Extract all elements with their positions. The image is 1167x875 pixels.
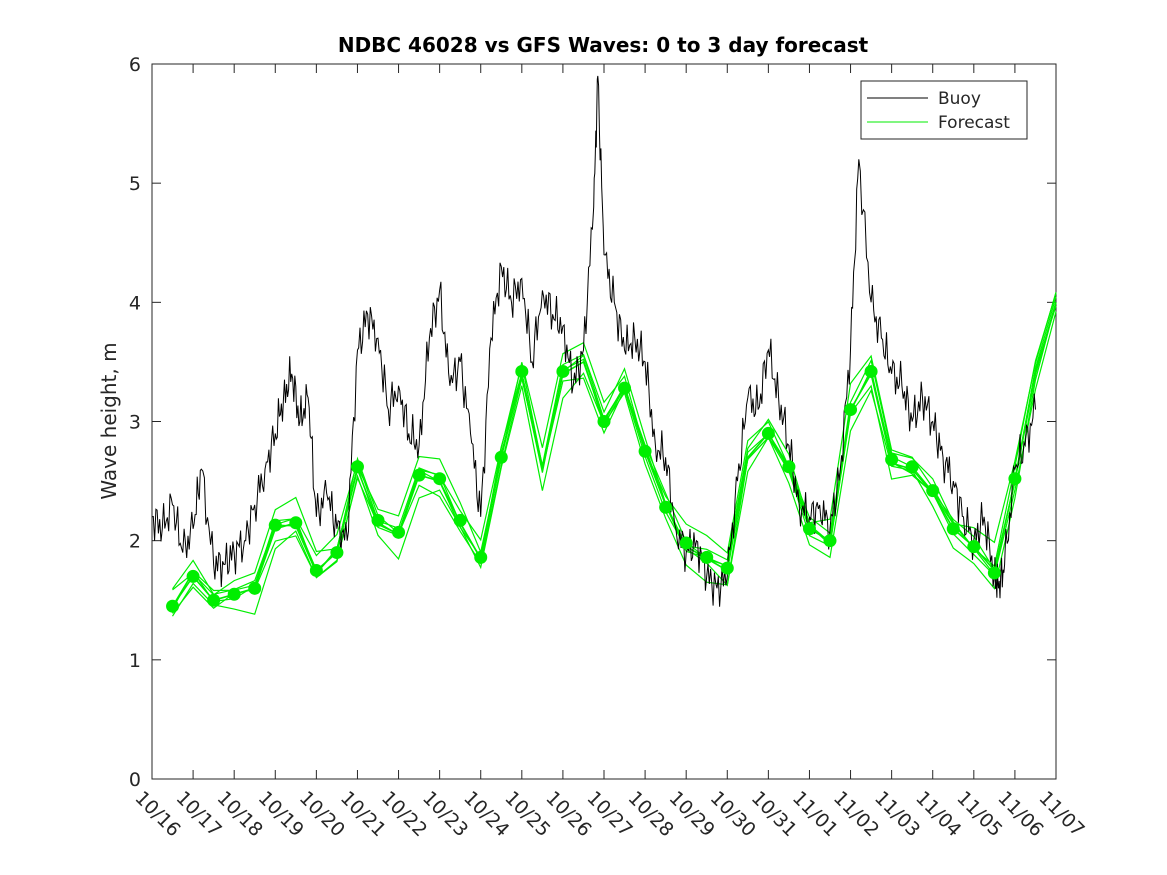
forecast-marker <box>905 460 919 474</box>
forecast-marker <box>186 569 200 583</box>
forecast-marker <box>679 536 693 550</box>
forecast-marker <box>330 546 344 560</box>
y-tick-label: 6 <box>129 54 141 76</box>
forecast-marker <box>782 460 796 474</box>
legend-forecast-label: Forecast <box>938 113 1010 133</box>
forecast-marker <box>289 516 303 530</box>
forecast-marker <box>926 484 940 498</box>
forecast-marker <box>268 518 282 532</box>
forecast-marker <box>885 453 899 467</box>
forecast-marker <box>453 513 467 527</box>
forecast-marker <box>392 525 406 539</box>
forecast-marker <box>700 550 714 564</box>
forecast-marker <box>761 426 775 440</box>
forecast-marker <box>659 500 673 514</box>
forecast-marker <box>823 534 837 548</box>
forecast-marker <box>946 522 960 536</box>
forecast-marker <box>844 403 858 417</box>
series-group <box>151 75 1057 617</box>
forecast-marker <box>618 381 632 395</box>
forecast-marker <box>474 550 488 564</box>
y-axis-label: Wave height, m <box>97 342 121 499</box>
forecast-marker <box>227 587 241 601</box>
forecast-marker <box>987 566 1001 580</box>
y-tick-label: 4 <box>129 292 141 314</box>
forecast-marker <box>494 450 508 464</box>
forecast-marker <box>556 364 570 378</box>
forecast-marker <box>248 581 262 595</box>
y-tick-label: 5 <box>129 173 141 195</box>
forecast-marker <box>166 599 180 613</box>
y-tick-label: 1 <box>129 650 141 672</box>
forecast-marker <box>967 540 981 554</box>
forecast-marker <box>350 460 364 474</box>
chart-title: NDBC 46028 vs GFS Waves: 0 to 3 day fore… <box>338 33 869 57</box>
forecast-marker <box>433 472 447 486</box>
forecast-marker <box>371 513 385 527</box>
forecast-marker <box>412 468 426 482</box>
y-tick-label: 0 <box>129 769 141 791</box>
forecast-marker <box>638 444 652 458</box>
forecast-marker <box>802 522 816 536</box>
y-tick-label: 2 <box>129 531 141 553</box>
forecast-ensemble-line <box>172 292 1057 595</box>
legend-buoy-label: Buoy <box>938 89 981 109</box>
forecast-marker <box>597 415 611 428</box>
forecast-marker <box>864 364 878 378</box>
forecast-marker <box>1008 472 1022 486</box>
legend: Buoy Forecast <box>860 80 1028 140</box>
forecast-ensemble-line <box>172 292 1057 596</box>
buoy-series-line <box>151 75 1036 607</box>
forecast-marker <box>207 593 221 607</box>
forecast-marker <box>309 563 323 577</box>
y-tick-label: 3 <box>129 412 141 434</box>
forecast-marker <box>720 561 734 575</box>
forecast-marker <box>515 364 529 378</box>
legend-box <box>860 80 1028 140</box>
